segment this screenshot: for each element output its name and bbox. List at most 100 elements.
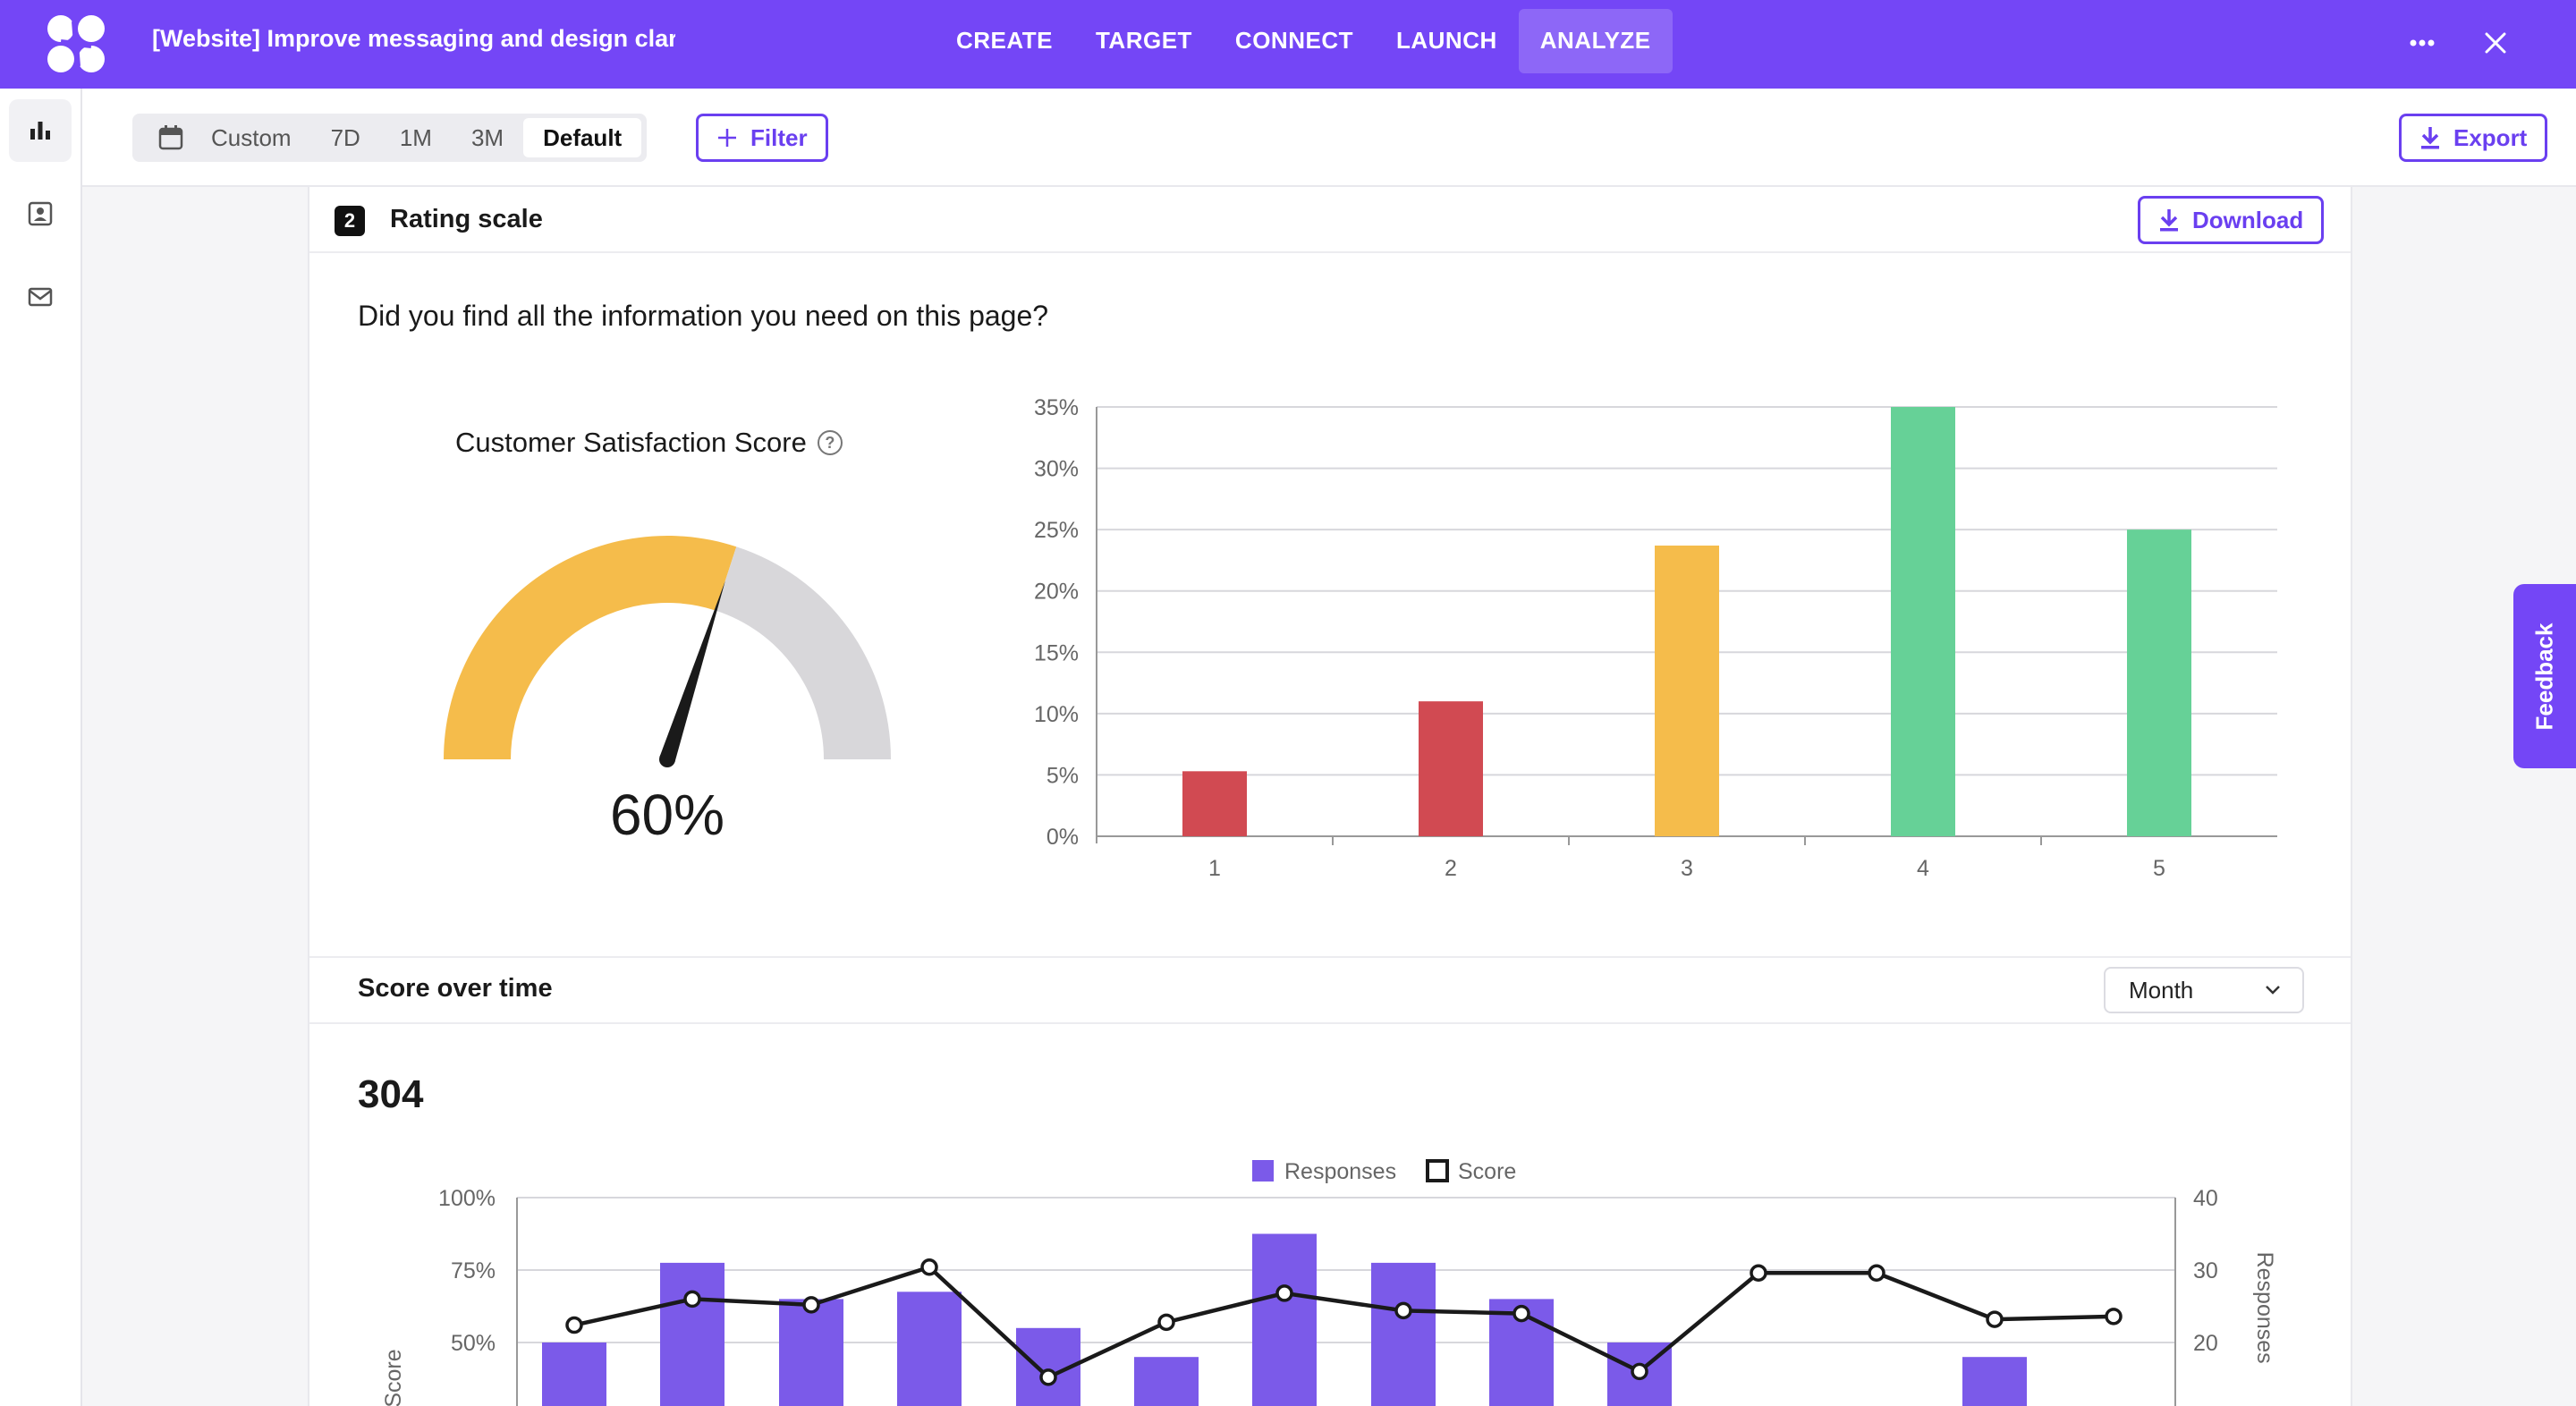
score-over-time-title: Score over time xyxy=(358,974,553,1003)
range-7d[interactable]: 7D xyxy=(330,123,360,151)
rating-bar xyxy=(2127,529,2191,836)
y-right-tick-label: 30 xyxy=(2193,1258,2218,1283)
gauge-fill xyxy=(444,536,737,759)
download-label: Download xyxy=(2192,206,2304,233)
range-default[interactable]: Default xyxy=(523,118,642,157)
rating-bar xyxy=(1419,701,1483,836)
score-point xyxy=(1750,1264,1767,1282)
chevron-down-icon xyxy=(2266,986,2280,995)
csat-title-text: Customer Satisfaction Score xyxy=(455,427,807,458)
score-point xyxy=(802,1296,820,1314)
y-tick-label: 0% xyxy=(1046,825,1079,850)
feedback-label: Feedback xyxy=(2530,623,2558,730)
y-tick-label: 10% xyxy=(1034,702,1079,727)
range-custom[interactable]: Custom xyxy=(211,123,292,151)
legend-swatch-responses xyxy=(1252,1160,1274,1182)
responses-bar xyxy=(660,1262,724,1406)
analytics-icon[interactable] xyxy=(9,99,72,162)
question-text: Did you find all the information you nee… xyxy=(358,300,1049,332)
x-tick-label: 4 xyxy=(1917,856,1929,881)
plus-icon xyxy=(718,129,736,147)
score-point xyxy=(1157,1313,1175,1332)
responses-bar xyxy=(779,1299,843,1406)
legend-label-score: Score xyxy=(1458,1159,1516,1184)
nav-target[interactable]: TARGET xyxy=(1095,27,1192,54)
score-point xyxy=(1394,1301,1412,1320)
total-responses: 304 xyxy=(358,1072,424,1116)
y-left-tick-label: 100% xyxy=(438,1186,496,1211)
download-button[interactable]: Download xyxy=(2138,196,2325,244)
gauge-needle-hub xyxy=(659,751,675,767)
y-left-tick-label: 50% xyxy=(451,1331,496,1356)
responses-bar xyxy=(542,1342,606,1406)
score-point xyxy=(1631,1362,1648,1381)
app-logo[interactable] xyxy=(45,13,107,75)
divider xyxy=(309,956,2351,958)
score-point xyxy=(920,1258,938,1276)
score-point xyxy=(565,1316,583,1334)
responses-bar xyxy=(1371,1262,1436,1406)
y-tick-label: 30% xyxy=(1034,457,1079,482)
divider xyxy=(309,1022,2351,1024)
x-tick-label: 5 xyxy=(2153,856,2165,881)
y-tick-label: 15% xyxy=(1034,640,1079,665)
question-card: 2 Rating scale Download Did you find all… xyxy=(308,187,2352,1406)
csat-gauge xyxy=(444,536,891,767)
y-left-tick-label: 75% xyxy=(451,1258,496,1283)
x-tick-label: 3 xyxy=(1681,856,1693,881)
nav-connect[interactable]: CONNECT xyxy=(1234,27,1353,54)
gauge-track xyxy=(716,546,891,759)
export-label: Export xyxy=(2453,123,2528,151)
score-point xyxy=(1868,1264,1885,1282)
responses-bar xyxy=(1252,1233,1317,1406)
filter-button[interactable]: Filter xyxy=(696,114,828,162)
export-button[interactable]: Export xyxy=(2399,114,2548,162)
nav-analyze[interactable]: ANALYZE xyxy=(1518,9,1673,73)
responses-bar xyxy=(897,1292,962,1406)
x-tick-label: 2 xyxy=(1445,856,1457,881)
main-nav: CREATE TARGET CONNECT LAUNCH ANALYZE xyxy=(935,9,1673,73)
csat-title: Customer Satisfaction Score ? xyxy=(455,427,843,459)
score-point xyxy=(1039,1368,1057,1386)
y-right-axis-label: Responses xyxy=(2252,1252,2277,1364)
date-range-selector: Custom 7D 1M 3M Default xyxy=(132,114,648,162)
top-bar: [Website] Improve messaging and design c… xyxy=(0,0,2576,89)
contacts-icon[interactable] xyxy=(9,182,72,245)
nav-create[interactable]: CREATE xyxy=(956,27,1053,54)
download-icon xyxy=(2160,209,2178,232)
score-point xyxy=(1986,1310,2004,1328)
y-tick-label: 35% xyxy=(1034,395,1079,420)
score-point xyxy=(1275,1284,1293,1302)
legend-swatch-score xyxy=(1426,1159,1449,1182)
rating-bar xyxy=(1182,771,1247,836)
toolbar: Custom 7D 1M 3M Default Filter Export xyxy=(82,89,2576,187)
question-type: Rating scale xyxy=(390,205,543,233)
responses-bar xyxy=(1134,1357,1199,1406)
period-select[interactable]: Month xyxy=(2104,967,2304,1013)
y-tick-label: 25% xyxy=(1034,518,1079,543)
legend-label-responses: Responses xyxy=(1284,1159,1396,1184)
mail-icon[interactable] xyxy=(9,266,72,328)
nav-launch[interactable]: LAUNCH xyxy=(1395,27,1497,54)
range-1m[interactable]: 1M xyxy=(399,123,432,151)
responses-bar xyxy=(1962,1357,2027,1406)
download-icon xyxy=(2421,127,2439,149)
project-title[interactable]: [Website] Improve messaging and design c… xyxy=(152,25,675,52)
left-sidebar xyxy=(0,89,82,1406)
more-horizontal-icon[interactable] xyxy=(2399,20,2445,66)
score-over-time-chart: Responses Score100%75%50%403020ScoreRespo… xyxy=(381,1159,2277,1406)
filter-label: Filter xyxy=(750,123,808,151)
score-line xyxy=(573,1265,2114,1380)
close-icon[interactable] xyxy=(2472,20,2519,66)
feedback-tab[interactable]: Feedback xyxy=(2513,584,2576,768)
rating-bar xyxy=(1891,407,1955,836)
y-right-tick-label: 20 xyxy=(2193,1331,2218,1356)
score-point xyxy=(1513,1304,1530,1323)
csat-value: 60% xyxy=(609,783,725,847)
question-number: 2 xyxy=(335,206,365,236)
score-point xyxy=(683,1290,701,1309)
calendar-icon[interactable] xyxy=(138,124,191,151)
y-left-axis-label: Score xyxy=(381,1349,406,1406)
help-icon[interactable]: ? xyxy=(817,430,843,455)
range-3m[interactable]: 3M xyxy=(470,123,504,151)
